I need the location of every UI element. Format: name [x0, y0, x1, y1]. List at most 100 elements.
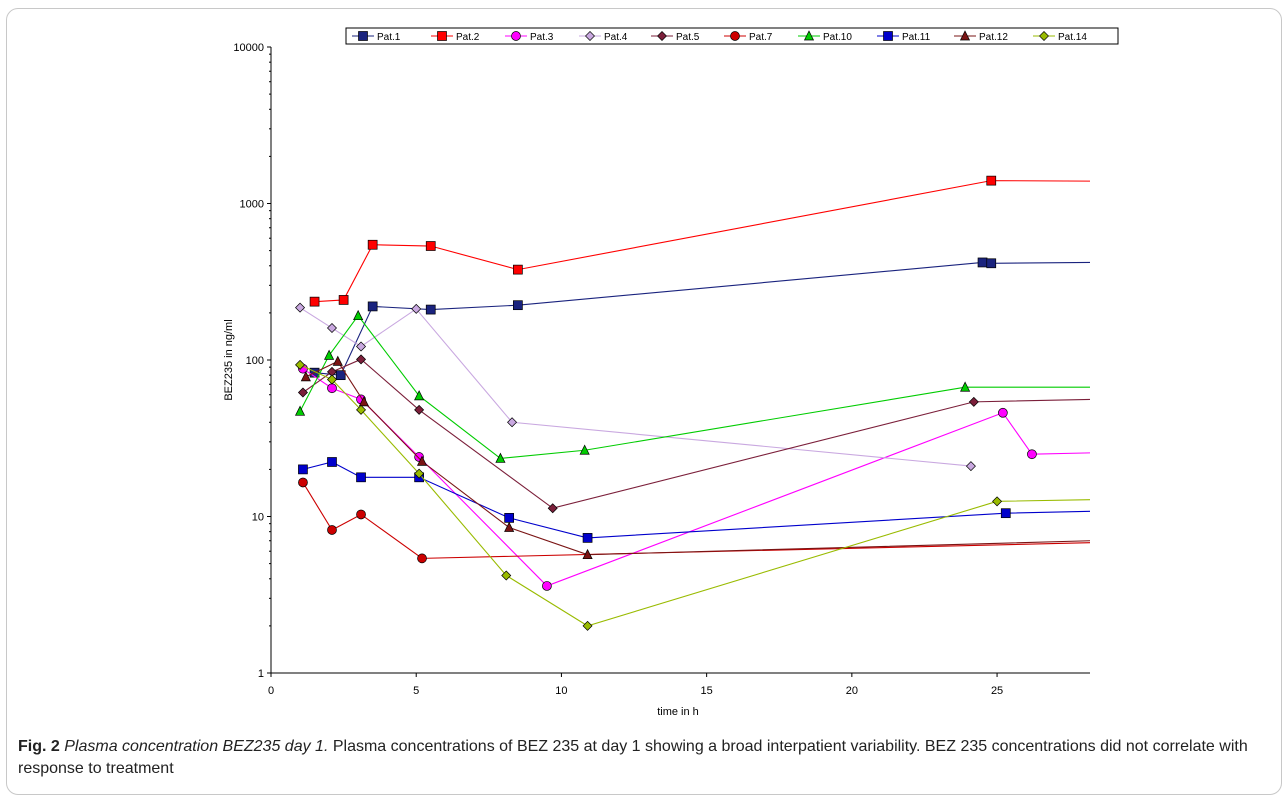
data-point-pat-10: [414, 390, 425, 401]
y-tick-label: 10000: [233, 42, 264, 54]
data-point-pat-11: [356, 472, 366, 483]
chart-legend: Pat.1 Pat.2 Pat.3 Pat.4 Pat.5 Pat.7 Pat.10 Pat.…: [345, 27, 1119, 45]
data-point-pat-1: [367, 301, 378, 312]
data-point-pat-1: [977, 257, 988, 268]
data-point-pat-14: [295, 359, 306, 370]
series-pat-5: [297, 354, 1091, 514]
data-point-pat-12: [358, 396, 370, 407]
data-point-legend-pat-12: [959, 30, 971, 41]
legend-label: Pat.1: [377, 32, 401, 43]
chart-series: [294, 175, 1091, 631]
data-point-pat-12: [300, 371, 311, 382]
x-tick-label: 5: [413, 685, 419, 697]
series-pat-4: [295, 302, 976, 472]
data-point-pat-3: [327, 383, 337, 394]
data-point-pat-2: [513, 264, 523, 275]
data-point-pat-11: [582, 533, 593, 543]
data-point-pat-4: [295, 302, 306, 313]
data-point-pat-2: [986, 175, 997, 186]
data-point-pat-4: [507, 417, 518, 428]
data-point-pat-14: [582, 620, 593, 631]
data-point-pat-1: [986, 258, 997, 269]
data-point-pat-1: [513, 300, 523, 311]
data-point-pat-2: [425, 241, 436, 251]
data-point-pat-14: [356, 404, 367, 415]
legend-label: Pat.3: [530, 32, 554, 43]
data-point-legend-pat-10: [803, 30, 815, 41]
data-point-pat-14: [992, 496, 1003, 507]
legend-label: Pat.2: [456, 32, 480, 43]
data-point-legend-pat-4: [585, 31, 595, 41]
series-line-pat-10: [299, 314, 1090, 459]
data-point-pat-12: [416, 455, 428, 466]
figure-frame: [6, 8, 1282, 795]
x-tick-label: 10: [555, 685, 567, 697]
caption-title: Plasma concentration BEZ235 day 1.: [64, 738, 329, 755]
legend-item-pat-11: Pat.11: [877, 31, 931, 43]
data-point-pat-5: [297, 387, 308, 398]
data-point-pat-7: [298, 477, 308, 488]
x-tick-label: 20: [846, 685, 858, 697]
y-axis-label: BEZ235 in ng/ml: [223, 319, 235, 400]
y-tick-label: 10: [252, 512, 264, 524]
data-point-pat-11: [298, 464, 308, 475]
series-line-pat-3: [302, 368, 1091, 587]
legend-label: Pat.5: [676, 32, 700, 43]
data-point-pat-7: [356, 509, 366, 520]
series-line-pat-4: [299, 307, 971, 467]
legend-item-pat-1: Pat.1: [352, 31, 401, 43]
figure-caption: Fig. 2 Plasma concentration BEZ235 day 1…: [18, 736, 1268, 780]
data-point-pat-11: [504, 513, 514, 523]
series-pat-12: [300, 355, 1091, 560]
data-point-pat-4: [326, 323, 337, 334]
data-point-pat-12: [332, 355, 343, 366]
series-line-pat-5: [302, 358, 1091, 509]
data-point-pat-4: [356, 341, 367, 352]
data-point-pat-2: [309, 296, 320, 307]
data-point-legend-pat-5: [657, 31, 667, 41]
data-point-pat-1: [425, 304, 436, 315]
legend-label: Pat.11: [902, 32, 931, 43]
legend-item-pat-5: Pat.5: [651, 31, 700, 43]
data-point-pat-5: [968, 396, 979, 407]
series-pat-7: [298, 477, 1091, 564]
data-point-pat-10: [324, 349, 335, 360]
legend-item-pat-4: Pat.4: [579, 31, 628, 43]
series-pat-2: [309, 175, 1091, 307]
series-line-pat-2: [314, 180, 1091, 303]
data-point-legend-pat-7: [730, 31, 740, 41]
data-point-legend-pat-3: [511, 31, 521, 41]
data-point-pat-1: [335, 370, 346, 381]
chart-axes: 0 5 10 15 20 25 1 10 100 1000 10000: [233, 42, 1090, 697]
y-tick-label: 1000: [240, 199, 264, 211]
data-point-pat-10: [294, 405, 306, 416]
data-point-pat-7: [417, 553, 427, 564]
series-pat-3: [298, 363, 1091, 591]
series-line-pat-1: [314, 261, 1091, 376]
data-point-pat-5: [356, 354, 367, 365]
data-point-pat-3: [998, 407, 1008, 418]
data-point-pat-5: [547, 503, 558, 514]
data-point-legend-pat-1: [358, 31, 368, 41]
legend-label: Pat.12: [979, 32, 1008, 43]
series-pat-1: [309, 257, 1091, 381]
x-tick-label: 25: [991, 685, 1003, 697]
y-tick-label: 1: [258, 668, 264, 680]
x-tick-label: 15: [701, 685, 713, 697]
legend-item-pat-7: Pat.7: [724, 31, 773, 43]
series-pat-11: [298, 457, 1091, 543]
data-point-pat-10: [495, 452, 506, 463]
series-line-pat-14: [299, 364, 1091, 627]
legend-item-pat-10: Pat.10: [798, 30, 852, 43]
data-point-legend-pat-11: [883, 31, 893, 41]
data-point-pat-4: [965, 461, 976, 472]
series-pat-10: [294, 309, 1090, 463]
legend-label: Pat.4: [604, 32, 628, 43]
data-point-pat-12: [504, 521, 515, 532]
data-point-pat-2: [338, 295, 349, 305]
data-point-pat-2: [367, 239, 378, 250]
legend-item-pat-14: Pat.14: [1033, 31, 1087, 43]
legend-item-pat-3: Pat.3: [505, 31, 554, 43]
x-tick-label: 0: [268, 685, 274, 697]
